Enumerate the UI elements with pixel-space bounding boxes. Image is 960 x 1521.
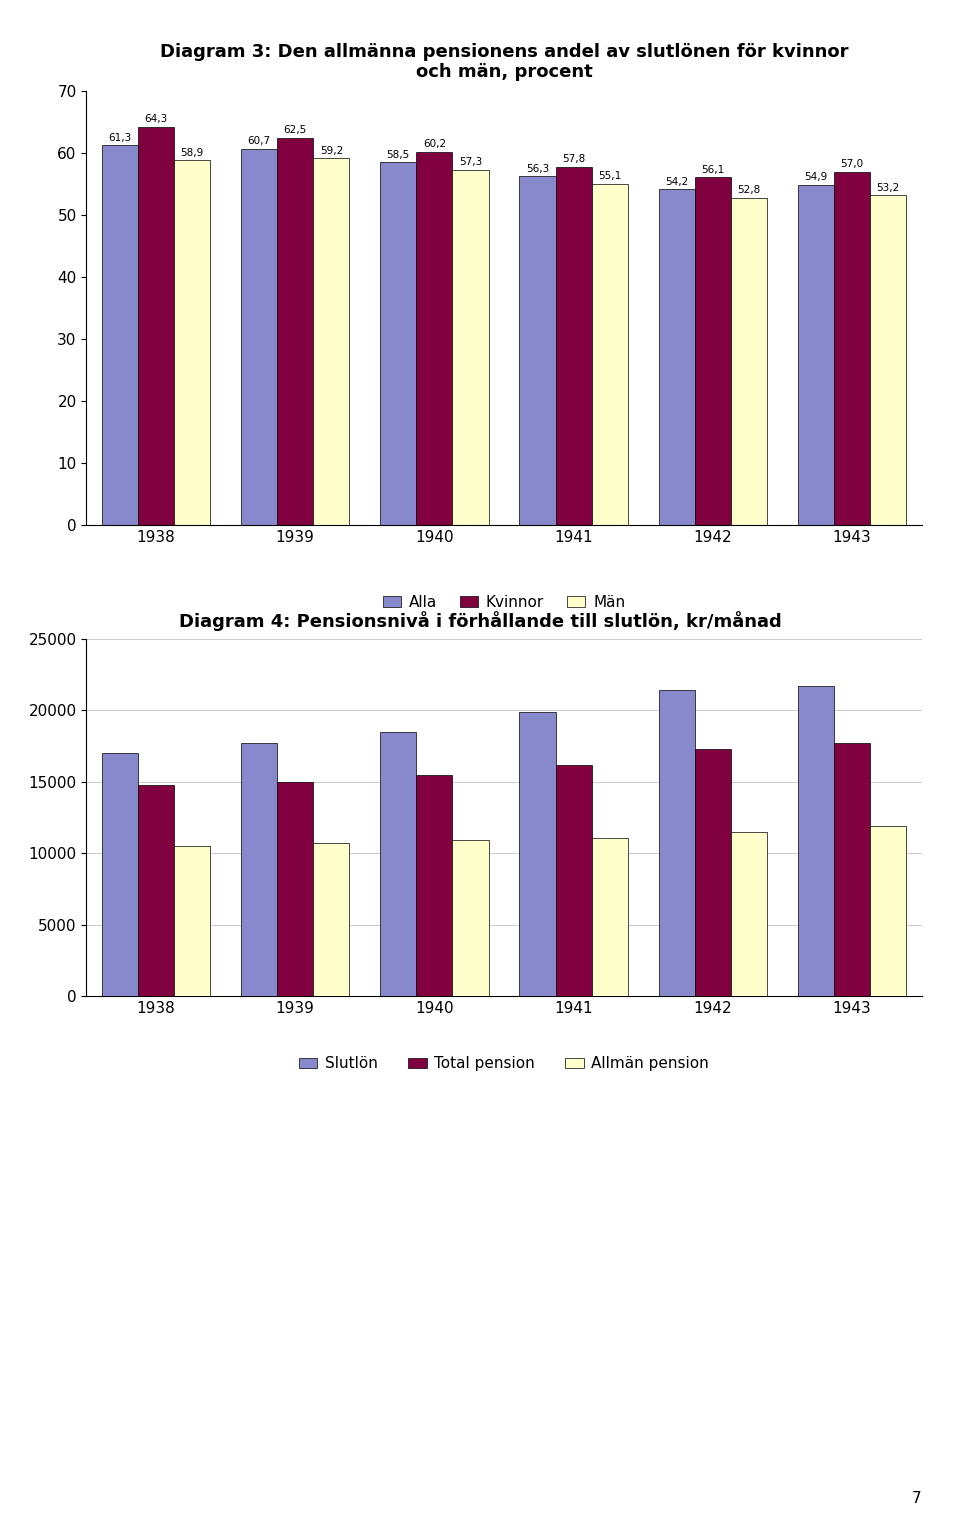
Text: 60,2: 60,2 [422,140,446,149]
Bar [798,686,834,996]
Text: 52,8: 52,8 [737,186,760,195]
Bar [102,144,138,525]
Text: 57,0: 57,0 [840,160,864,169]
Legend: Slutlön, Total pension, Allmän pension: Slutlön, Total pension, Allmän pension [293,1051,715,1077]
Text: 56,1: 56,1 [701,164,725,175]
Bar [695,178,731,525]
Title: Diagram 3: Den allmänna pensionens andel av slutlönen för kvinnor
och män, proce: Diagram 3: Den allmänna pensionens andel… [159,43,849,81]
Bar [556,167,591,525]
Text: 62,5: 62,5 [283,125,307,135]
Text: 53,2: 53,2 [876,183,900,193]
Text: 58,9: 58,9 [180,148,204,158]
Bar [452,841,489,996]
Text: 57,3: 57,3 [459,158,482,167]
Bar [834,172,870,525]
Bar [731,832,767,996]
Bar [380,732,417,996]
Bar [731,198,767,525]
Bar [417,152,452,525]
Bar [241,149,277,525]
Bar [417,774,452,996]
Bar [834,744,870,996]
Text: 54,9: 54,9 [804,172,828,183]
Bar [138,785,174,996]
Text: 7: 7 [912,1491,922,1506]
Text: 61,3: 61,3 [108,132,132,143]
Legend: Alla, Kvinnor, Män: Alla, Kvinnor, Män [376,589,632,616]
Bar [241,744,277,996]
Text: 59,2: 59,2 [320,146,343,155]
Bar [277,782,313,996]
Bar [591,838,628,996]
Bar [519,712,556,996]
Text: 54,2: 54,2 [665,176,688,187]
Bar [798,184,834,525]
Bar [556,765,591,996]
Bar [695,748,731,996]
Bar [659,189,695,525]
Bar [174,160,210,525]
Text: 55,1: 55,1 [598,170,621,181]
Bar [870,195,906,525]
Text: 58,5: 58,5 [387,151,410,160]
Text: 60,7: 60,7 [248,137,271,146]
Bar [313,158,349,525]
Bar [380,163,417,525]
Bar [591,184,628,525]
Bar [519,176,556,525]
Bar [313,843,349,996]
Bar [452,170,489,525]
Text: 56,3: 56,3 [526,164,549,173]
Bar [277,138,313,525]
Bar [870,826,906,996]
Bar [138,126,174,525]
Text: Diagram 4: Pensionsnivå i förhållande till slutlön, kr/månad: Diagram 4: Pensionsnivå i förhållande ti… [179,611,781,631]
Bar [659,691,695,996]
Bar [102,753,138,996]
Bar [174,846,210,996]
Text: 57,8: 57,8 [562,154,586,164]
Text: 64,3: 64,3 [144,114,168,125]
